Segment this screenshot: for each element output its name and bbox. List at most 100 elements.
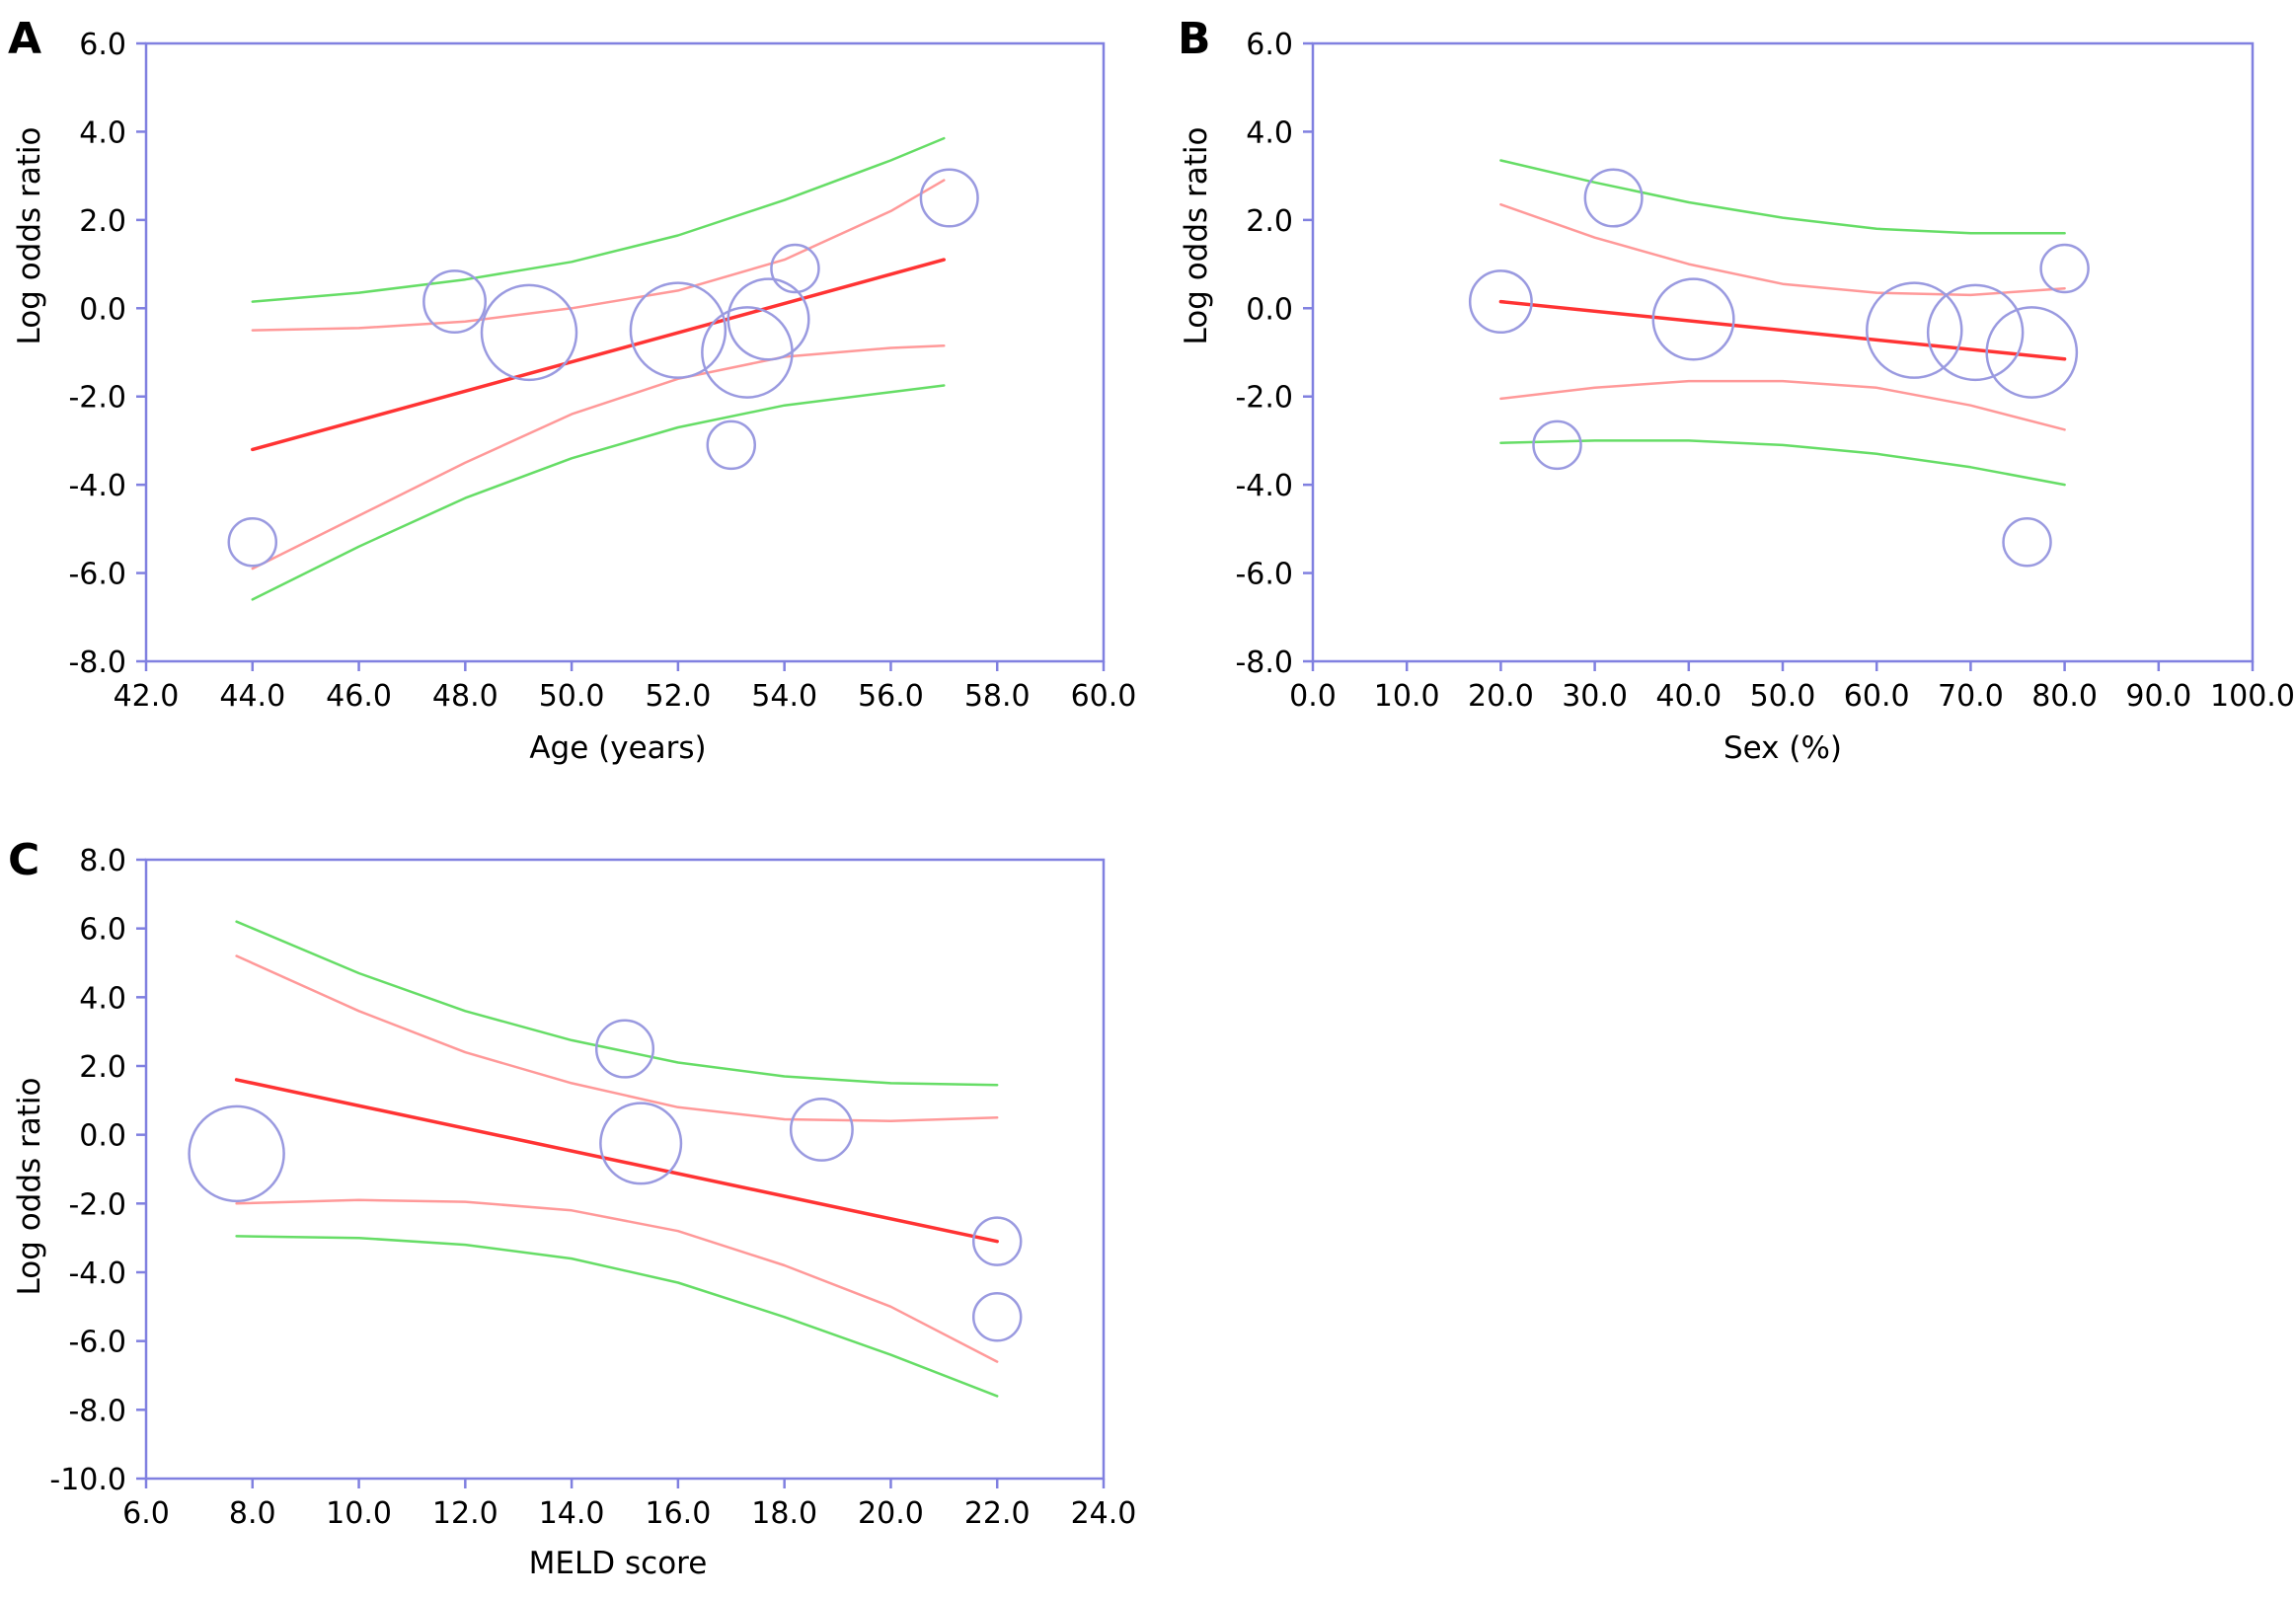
panel-a-study-bubble [629,281,727,379]
panel-b-x-tick-label: 100.0 [2210,679,2295,714]
panel-c-inner-upper-band-line [235,954,999,1122]
panel-a-outer-upper-band-line [251,136,946,303]
panel-b: B 0.0 10.0 20.0 30.0 40.0 50.0 60.0 70.0 80.0 90.… [1178,14,2295,766]
panel-c-study-bubble [594,1019,655,1079]
panel-a-x-tick-label: 56.0 [858,679,924,714]
panel-b-x-tick-label: 70.0 [1938,679,2004,714]
panel-a-x-tick-label: 48.0 [432,679,498,714]
panel-a-x-axis-label: Age (years) [529,730,706,766]
panel-b-x-tick-label: 40.0 [1655,679,1722,714]
panel-b-x-tick-label: 80.0 [2031,679,2098,714]
panel-b-plot: 0.0 10.0 20.0 30.0 40.0 50.0 60.0 70.0 80.0 90.0 1… [1235,28,2294,714]
panel-b-y-tick-label: -4.0 [1235,469,1293,503]
panel-a-study-bubble [727,277,810,361]
panel-c-x-tick-label: 18.0 [751,1496,817,1531]
panel-c-y-tick-label: -10.0 [49,1463,126,1497]
panel-c-y-tick-label: 6.0 [79,913,126,948]
panel-a-plot-frame [144,41,1106,663]
panel-a-y-tick-label: -6.0 [68,558,126,592]
panel-b-y-tick-label: 6.0 [1246,28,1293,62]
panel-a-study-bubble [227,517,278,568]
panel-c-regression-line [234,1078,999,1244]
panel-b-regression-line [1498,299,2067,361]
panel-b-x-tick-label: 90.0 [2125,679,2191,714]
panel-c-study-bubble [789,1097,854,1162]
panel-c-x-tick-label: 24.0 [1071,1496,1137,1531]
panel-a-study-bubble [422,269,488,335]
panel-a-x-tick-label: 46.0 [326,679,392,714]
panel-b-x-tick-label: 30.0 [1562,679,1628,714]
panel-a-y-tick-label: 4.0 [79,115,126,150]
panel-b-plot-frame [1311,41,2255,663]
panel-b-y-tick-label: 4.0 [1246,115,1293,150]
panel-c-y-tick-label: 4.0 [79,981,126,1016]
panel-c-y-axis-label: Log odds ratio [12,1077,47,1295]
panel-a-x-tick-label: 60.0 [1071,679,1137,714]
panel-a-x-tick-label: 42.0 [114,679,180,714]
panel-b-x-tick-label: 0.0 [1289,679,1337,714]
panel-a-x-tick-label: 50.0 [539,679,605,714]
panel-c-letter: C [8,835,39,885]
panel-c-y-tick-label: 0.0 [79,1119,126,1154]
panel-c-plot: 6.0 8.0 10.0 12.0 14.0 16.0 18.0 20.0 22.0 24.0 8.… [49,844,1136,1531]
panel-c-y-tick-label: -6.0 [68,1326,126,1360]
panel-c-y-tick-label: -4.0 [68,1256,126,1291]
panel-a-y-tick-label: 6.0 [79,28,126,62]
panel-c-outer-lower-band-line [235,1235,999,1398]
panel-c-x-tick-label: 20.0 [858,1496,924,1531]
panel-a-y-tick-label: -2.0 [68,381,126,416]
panel-b-y-tick-label: -6.0 [1235,558,1293,592]
panel-c-x-tick-label: 14.0 [539,1496,605,1531]
panel-b-study-bubble [1866,281,1963,379]
panel-c-x-tick-label: 16.0 [645,1496,711,1531]
panel-b-y-tick-label: -2.0 [1235,381,1293,416]
panel-a-y-axis-label: Log odds ratio [12,126,47,344]
panel-a-inner-upper-band-line [251,179,946,332]
panel-b-outer-upper-band-line [1499,159,2066,235]
panel-c-y-tick-label: -2.0 [68,1187,126,1222]
panel-b-inner-upper-band-line [1499,202,2066,297]
panel-b-outer-lower-band-line [1499,439,2066,487]
panel-b-study-bubble [2002,517,2052,568]
panel-a-y-tick-label: -4.0 [68,469,126,503]
panel-c-study-bubble [971,1292,1023,1342]
panel-b-study-bubble [2039,243,2090,294]
panel-a-study-bubble [480,283,578,382]
panel-b-study-bubble [1532,419,1582,471]
panel-a-x-tick-label: 44.0 [219,679,285,714]
panel-a-outer-lower-band-line [251,384,946,601]
panel-c: C 6.0 8.0 10.0 12.0 14.0 16.0 18.0 20.0 22.0 24.0… [8,835,1136,1581]
panel-c-x-tick-label: 22.0 [964,1496,1031,1531]
panel-a-study-bubble [770,243,820,294]
panel-c-study-bubble [971,1216,1023,1266]
panel-a-plot: 42.0 44.0 46.0 48.0 50.0 52.0 54.0 56.0 58.0 60.0… [68,28,1136,714]
panel-b-x-tick-label: 10.0 [1374,679,1440,714]
panel-b-y-axis-label: Log odds ratio [1179,126,1214,344]
panel-b-x-tick-label: 50.0 [1750,679,1816,714]
panel-a-y-tick-label: 0.0 [79,292,126,327]
panel-c-y-tick-label: -8.0 [68,1394,126,1428]
panel-c-inner-lower-band-line [235,1198,999,1363]
panel-c-x-axis-label: MELD score [529,1546,708,1581]
panel-b-letter: B [1178,14,1211,64]
panel-a-x-tick-label: 54.0 [751,679,817,714]
panel-b-study-bubble [1651,277,1735,361]
panel-a: A 42.0 44.0 46.0 48.0 50.0 52.0 54.0 56.0 58.0 60… [8,14,1136,766]
panel-b-x-axis-label: Sex (%) [1723,730,1842,766]
panel-c-outer-upper-band-line [235,920,999,1087]
panel-b-x-tick-label: 60.0 [1844,679,1910,714]
panel-c-plot-frame [144,858,1106,1481]
panel-c-x-tick-label: 12.0 [432,1496,498,1531]
panel-a-study-bubble [706,419,757,471]
panel-c-x-tick-label: 10.0 [326,1496,392,1531]
panel-c-y-tick-label: 8.0 [79,844,126,878]
panel-b-study-bubble [1926,283,2025,382]
panel-a-letter: A [8,14,41,64]
panel-c-x-tick-label: 8.0 [229,1496,276,1531]
panel-b-study-bubble [1468,269,1533,335]
panel-b-y-tick-label: 2.0 [1246,204,1293,239]
panel-a-x-tick-label: 52.0 [645,679,711,714]
panel-a-y-tick-label: 2.0 [79,204,126,239]
panel-b-study-bubble [1583,168,1644,228]
